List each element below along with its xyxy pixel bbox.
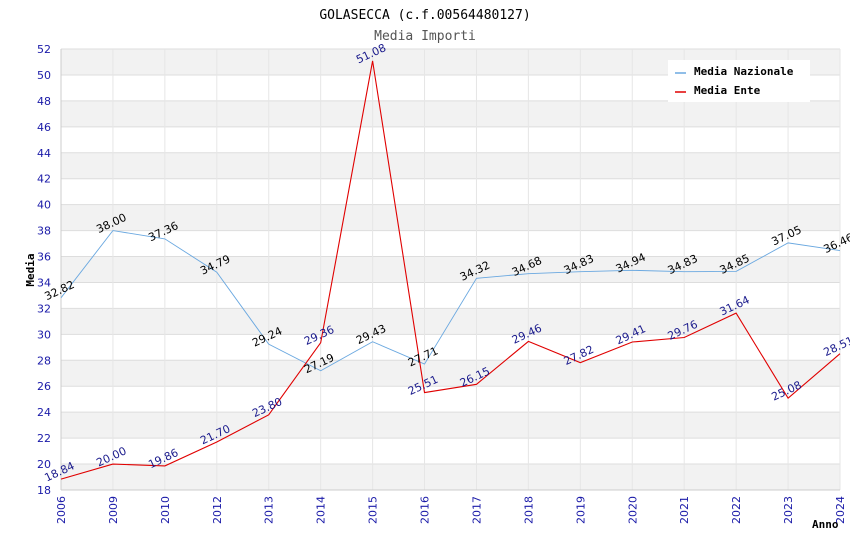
legend: Media Nazionale Media Ente [668,60,810,102]
series-line-media-ente [60,60,841,480]
grid-band [61,204,840,231]
y-tick-label: 34 [37,276,51,289]
y-tick-label: 20 [37,458,51,471]
x-tick-label: 2018 [522,496,535,524]
series-lines [60,60,841,480]
x-tick-label: 2019 [574,496,587,524]
grid-band [61,360,840,387]
grid-band [61,464,840,490]
x-tick-label: 2017 [470,496,483,524]
x-tick-label: 2012 [211,496,224,524]
y-tick-label: 26 [37,380,51,393]
chart-title: GOLASECCA (c.f.00564480127) [319,8,530,23]
y-tick-label: 46 [37,121,51,134]
x-tick-label: 2022 [730,496,743,524]
legend-label-media-ente: Media Ente [694,84,761,97]
y-tick-label: 52 [37,43,51,56]
grid-lines [60,48,841,491]
y-tick-label: 50 [37,69,51,82]
y-tick-label: 48 [37,95,51,108]
y-tick-label: 22 [37,432,51,445]
y-tick-label: 28 [37,354,51,367]
data-label: 36.46 [821,231,850,256]
x-tick-label: 2006 [55,496,68,524]
grid-band [61,100,840,127]
y-tick-label: 32 [37,302,51,315]
y-tick-label: 30 [37,328,51,341]
grid-bands [61,49,840,490]
x-tick-label: 2020 [626,496,639,524]
data-label: 28.51 [821,334,850,359]
y-tick-label: 40 [37,199,51,212]
x-tick-label: 2016 [419,496,432,524]
legend-label-media-nazionale: Media Nazionale [694,65,794,78]
y-tick-label: 24 [37,406,51,419]
x-tick-label: 2015 [367,496,380,524]
grid-band [61,412,840,439]
legend-box [668,60,810,102]
y-tick-label: 44 [37,147,51,160]
x-tick-labels: 2006 2009 2010 2012 2013 2014 2015 2016 2017 2018… [55,496,847,524]
x-axis-label: Anno [812,518,839,531]
x-tick-label: 2014 [315,496,328,524]
series-line-media-nazionale [60,230,841,372]
x-tick-label: 2009 [107,496,120,524]
y-tick-label: 36 [37,251,51,264]
grid-band [61,152,840,179]
x-tick-label: 2010 [159,496,172,524]
y-tick-label: 42 [37,173,51,186]
grid-band [61,256,840,283]
x-tick-label: 2013 [263,496,276,524]
chart-subtitle: Media Importi [374,29,476,44]
y-axis-label: Media [24,253,37,286]
y-tick-labels: 18 20 22 24 26 28 30 32 34 36 38 40 42 44 46 48 50 52 [37,43,51,497]
y-tick-label: 38 [37,225,51,238]
x-tick-label: 2024 [834,496,847,524]
y-tick-label: 18 [37,484,51,497]
x-tick-label: 2021 [678,496,691,524]
x-tick-label: 2023 [782,496,795,524]
